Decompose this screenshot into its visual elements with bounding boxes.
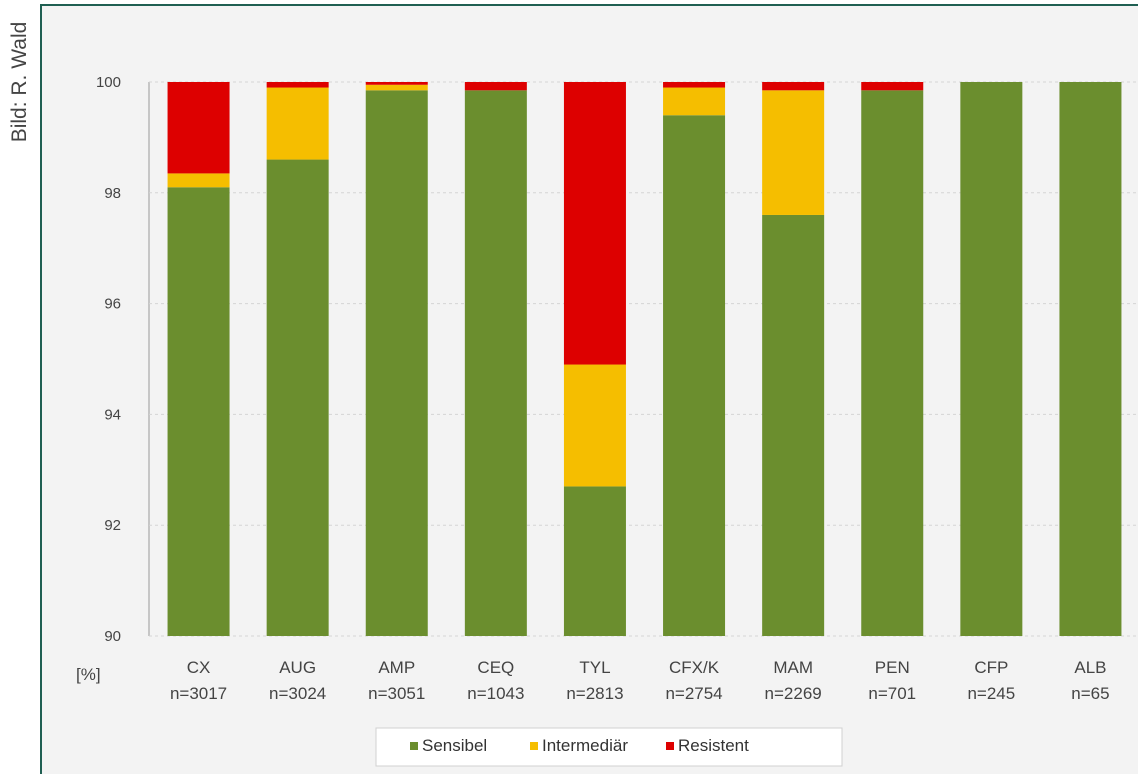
bar-segment-resistent <box>167 82 230 174</box>
legend-swatch <box>410 742 418 750</box>
legend-label: Sensibel <box>422 736 487 755</box>
bar-segment-sensibel <box>167 187 230 636</box>
bar-segment-sensibel <box>1059 82 1122 636</box>
x-sample-size-label: n=245 <box>967 684 1015 703</box>
x-sample-size-label: n=3024 <box>269 684 326 703</box>
bar-segment-intermedir <box>563 364 626 487</box>
x-sample-size-label: n=2813 <box>566 684 623 703</box>
legend-label: Resistent <box>678 736 749 755</box>
x-sample-size-label: n=2754 <box>665 684 722 703</box>
x-category-label: CFP <box>974 658 1008 677</box>
x-category-label: AMP <box>378 658 415 677</box>
x-sample-size-label: n=1043 <box>467 684 524 703</box>
bar-segment-sensibel <box>365 90 428 636</box>
bar-segment-sensibel <box>464 90 527 636</box>
bar-segment-sensibel <box>762 214 825 636</box>
y-tick-label: 90 <box>104 628 121 645</box>
bar-segment-sensibel <box>663 115 726 637</box>
bar-segment-sensibel <box>266 159 329 636</box>
y-tick-label: 92 <box>104 517 121 534</box>
legend: Sensibel Intermediär Resistent <box>375 727 843 767</box>
bar-segment-intermedir <box>762 90 825 215</box>
bar-segment-resistent <box>365 82 428 85</box>
legend-swatch <box>530 742 538 750</box>
x-category-label: CX <box>187 658 211 677</box>
bar-segment-sensibel <box>563 486 626 636</box>
y-tick-label: 98 <box>104 185 121 202</box>
x-sample-size-label: n=65 <box>1071 684 1109 703</box>
x-category-label: ALB <box>1074 658 1106 677</box>
x-category-label: PEN <box>875 658 910 677</box>
image-credit-text: Bild: R. Wald <box>8 21 31 143</box>
stacked-bar-chart: 90 92 94 96 98 100 CX n=3017 AUG n=3024 AMP n=3051… <box>76 74 1138 767</box>
x-category-label: AUG <box>279 658 316 677</box>
x-sample-size-label: n=3051 <box>368 684 425 703</box>
bar-segment-resistent <box>464 82 527 91</box>
bar-segment-sensibel <box>960 82 1023 636</box>
bar-segment-sensibel <box>861 90 924 636</box>
y-axis-unit-label: [%] <box>76 665 101 684</box>
legend-swatch <box>666 742 674 750</box>
bar-segment-intermedir <box>266 87 329 160</box>
x-sample-size-label: n=3017 <box>170 684 227 703</box>
bar-segment-resistent <box>663 82 726 88</box>
y-tick-label: 94 <box>104 406 121 423</box>
x-category-label: CEQ <box>477 658 514 677</box>
y-tick-label: 96 <box>104 296 121 313</box>
x-category-label: TYL <box>579 658 610 677</box>
x-category-label: MAM <box>773 658 813 677</box>
legend-box <box>375 727 843 767</box>
image-credit: Bild: R. Wald <box>2 0 38 200</box>
x-category-label: CFX/K <box>669 658 720 677</box>
bar-segment-resistent <box>861 82 924 91</box>
chart-frame: 90 92 94 96 98 100 CX n=3017 AUG n=3024 AMP n=3051… <box>40 4 1138 774</box>
legend-label: Intermediär <box>542 736 628 755</box>
bar-segment-resistent <box>762 82 825 91</box>
bar-segment-intermedir <box>663 87 726 116</box>
bar-segment-intermedir <box>365 84 428 91</box>
bar-segment-resistent <box>266 82 329 88</box>
bar-segment-intermedir <box>167 173 230 188</box>
y-tick-label: 100 <box>96 74 121 91</box>
x-sample-size-label: n=2269 <box>765 684 822 703</box>
x-sample-size-label: n=701 <box>868 684 916 703</box>
bar-segment-resistent <box>563 82 626 365</box>
